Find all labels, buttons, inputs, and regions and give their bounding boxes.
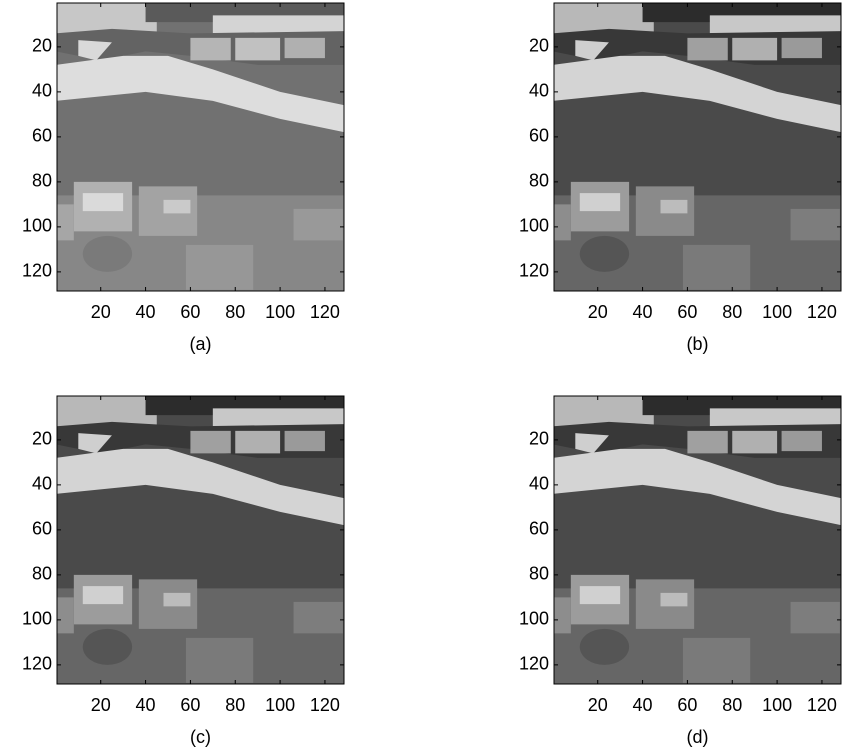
x-tick-label: 40	[136, 302, 156, 322]
y-tick-label: 80	[529, 171, 549, 191]
axes-box	[553, 395, 842, 685]
x-tick-label: 120	[310, 695, 340, 715]
y-tick-label: 20	[529, 36, 549, 56]
y-tick-label: 80	[32, 564, 52, 584]
y-tick-label: 80	[32, 171, 52, 191]
x-tick-label: 60	[180, 695, 200, 715]
caption: (a)	[190, 334, 212, 354]
x-tick-label: 120	[310, 302, 340, 322]
image-panel: 20 40 60 80 100 120 20 40 60 80 100 120 (b)	[519, 2, 842, 354]
axes-box	[56, 395, 345, 685]
x-tick-label: 80	[722, 302, 742, 322]
y-tick-label: 80	[529, 564, 549, 584]
image-haze	[57, 3, 344, 291]
x-tick-label: 40	[633, 302, 653, 322]
x-tick-label: 20	[91, 302, 111, 322]
x-tick-label: 20	[91, 695, 111, 715]
x-tick-label: 120	[807, 302, 837, 322]
x-tick-label: 100	[265, 302, 295, 322]
y-tick-label: 100	[519, 216, 549, 236]
y-tick-label: 100	[519, 609, 549, 629]
x-tick-label: 80	[225, 302, 245, 322]
y-tick-label: 100	[22, 609, 52, 629]
y-tick-label: 40	[32, 81, 52, 101]
image-panel: 20 40 60 80 100 120 20 40 60 80 100 120 (c)	[22, 395, 345, 747]
y-tick-label: 20	[32, 429, 52, 449]
x-tick-label: 80	[722, 695, 742, 715]
y-tick-label: 40	[32, 474, 52, 494]
y-tick-label: 100	[22, 216, 52, 236]
image-panel: 20 40 60 80 100 120 20 40 60 80 100 120 (a)	[22, 2, 345, 354]
x-tick-label: 80	[225, 695, 245, 715]
y-tick-label: 120	[22, 261, 52, 281]
caption: (b)	[687, 334, 709, 354]
axes-box	[553, 2, 842, 292]
x-tick-label: 20	[588, 302, 608, 322]
image-panel: 20 40 60 80 100 120 20 40 60 80 100 120 (d)	[519, 395, 842, 747]
y-tick-label: 120	[22, 654, 52, 674]
x-tick-label: 60	[180, 302, 200, 322]
x-tick-label: 40	[633, 695, 653, 715]
y-tick-label: 120	[519, 654, 549, 674]
x-tick-label: 60	[677, 302, 697, 322]
caption: (c)	[190, 727, 211, 747]
y-tick-label: 40	[529, 474, 549, 494]
y-tick-label: 40	[529, 81, 549, 101]
image	[57, 396, 344, 684]
y-tick-label: 60	[529, 126, 549, 146]
y-tick-label: 20	[32, 36, 52, 56]
image	[554, 396, 841, 684]
y-tick-label: 20	[529, 429, 549, 449]
x-tick-label: 120	[807, 695, 837, 715]
y-tick-label: 60	[32, 126, 52, 146]
x-tick-label: 100	[762, 695, 792, 715]
x-tick-label: 100	[762, 302, 792, 322]
axes-box	[56, 2, 345, 292]
y-tick-label: 60	[32, 519, 52, 539]
x-tick-label: 20	[588, 695, 608, 715]
y-tick-label: 120	[519, 261, 549, 281]
y-tick-label: 60	[529, 519, 549, 539]
x-tick-label: 40	[136, 695, 156, 715]
image	[554, 3, 841, 291]
x-tick-label: 60	[677, 695, 697, 715]
x-tick-label: 100	[265, 695, 295, 715]
caption: (d)	[687, 727, 709, 747]
